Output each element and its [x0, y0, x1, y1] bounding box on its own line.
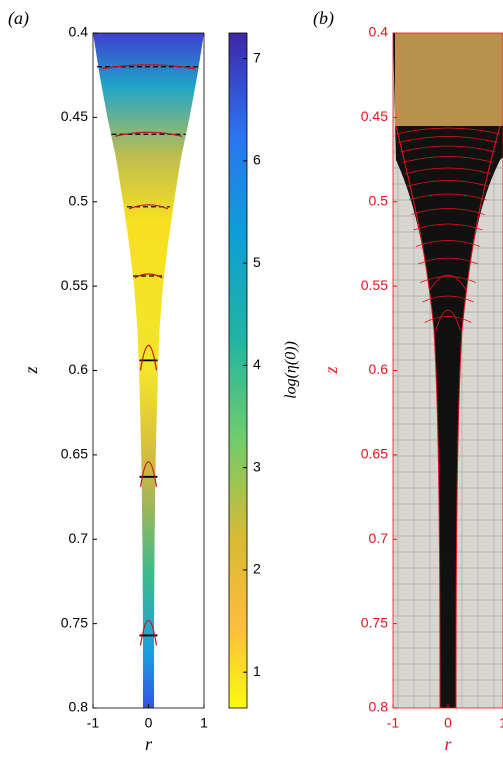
red-stripe — [411, 208, 485, 215]
red-stripe — [406, 180, 490, 187]
red-interface — [102, 64, 195, 70]
red-stripe — [400, 145, 496, 153]
colorbar-tick-label: 4 — [253, 356, 261, 372]
y-tick-label: 0.6 — [369, 361, 389, 377]
x-axis-label: r — [444, 734, 452, 754]
red-contour — [395, 125, 501, 709]
x-tick-label: -1 — [387, 715, 400, 731]
red-stripe — [413, 223, 483, 231]
x-tick-label: 1 — [499, 715, 503, 731]
panel-label: (b) — [313, 8, 334, 29]
red-stripe — [395, 127, 501, 135]
y-tick-label: 0.5 — [69, 192, 89, 208]
colorbar-tick-label: 5 — [253, 254, 261, 270]
red-stripe — [422, 295, 474, 303]
y-tick-label: 0.4 — [369, 24, 389, 40]
red-stripe — [404, 167, 492, 175]
y-tick-label: 0.8 — [69, 699, 89, 715]
red-stripe — [402, 156, 494, 163]
y-tick-label: 0.4 — [69, 24, 89, 40]
red-interface — [139, 345, 158, 371]
red-stripe — [415, 240, 481, 247]
y-tick-label: 0.75 — [361, 614, 388, 630]
colorbar-label: log(η(0)) — [283, 341, 300, 399]
red-stripe — [398, 136, 498, 143]
y-tick-label: 0.5 — [369, 192, 389, 208]
y-tick-label: 0.7 — [69, 530, 89, 546]
red-interface — [139, 461, 158, 487]
red-stripe — [424, 316, 472, 323]
y-tick-label: 0.6 — [69, 361, 89, 377]
x-tick-label: -1 — [87, 715, 100, 731]
y-tick-label: 0.7 — [369, 530, 389, 546]
y-tick-label: 0.45 — [361, 108, 388, 124]
y-tick-label: 0.65 — [61, 446, 88, 462]
photo-top — [395, 33, 503, 126]
x-tick-label: 0 — [145, 715, 153, 731]
red-interface — [139, 620, 158, 646]
y-tick-label: 0.75 — [61, 614, 88, 630]
red-interface — [114, 131, 183, 137]
y-tick-label: 0.45 — [61, 108, 88, 124]
panel-label: (a) — [8, 8, 29, 29]
colorbar-tick-label: 2 — [253, 561, 261, 577]
red-interface — [128, 204, 169, 210]
red-stripe — [429, 274, 467, 291]
colorbar-tick-label: 1 — [253, 663, 261, 679]
red-stripe — [435, 309, 461, 331]
fluid-column — [393, 33, 503, 708]
x-axis-label: r — [145, 734, 153, 754]
red-stripes — [395, 127, 501, 331]
x-tick-label: 0 — [444, 715, 452, 731]
red-stripe — [409, 193, 487, 201]
y-tick-label: 0.65 — [361, 446, 388, 462]
x-tick-label: 1 — [200, 715, 208, 731]
y-tick-label: 0.55 — [361, 277, 388, 293]
y-axis-label: z — [21, 366, 41, 374]
y-tick-label: 0.8 — [369, 699, 389, 715]
column-field — [93, 33, 204, 708]
colorbar — [228, 32, 248, 709]
colorbar-tick-label: 3 — [253, 458, 261, 474]
colorbar-tick-label: 7 — [253, 49, 261, 65]
red-stripe — [417, 257, 479, 265]
y-axis-label: z — [321, 366, 341, 374]
red-interface — [134, 273, 163, 279]
y-tick-label: 0.55 — [61, 277, 88, 293]
red-stripe — [420, 276, 476, 283]
colorbar-tick-label: 6 — [253, 152, 261, 168]
